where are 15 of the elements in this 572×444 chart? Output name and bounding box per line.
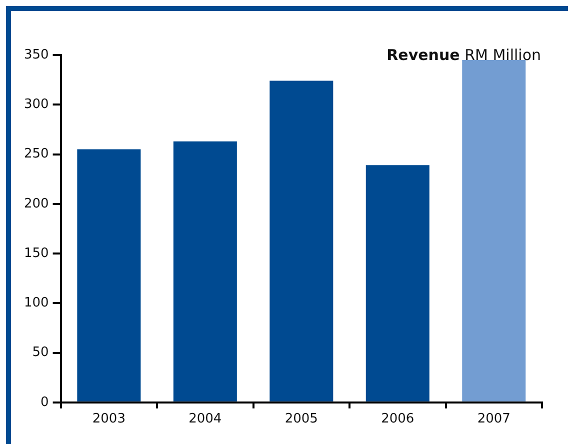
x-tick-label: 2003 <box>92 412 126 427</box>
x-tick-label: 2004 <box>188 412 222 427</box>
y-tick-label: 150 <box>24 246 49 261</box>
x-tick-label: 2005 <box>284 412 318 427</box>
chart-title: Revenue <box>386 46 460 64</box>
y-tick-label: 300 <box>24 97 49 112</box>
y-tick-label: 0 <box>40 394 49 410</box>
y-tick-label: 50 <box>32 345 49 360</box>
y-tick-label: 200 <box>24 196 49 212</box>
x-tick-label: 2007 <box>477 412 510 427</box>
chart-subtitle: RM Million <box>460 46 542 64</box>
x-tick-label: 2006 <box>381 412 414 427</box>
y-tick-label: 250 <box>24 146 49 162</box>
y-tick-label: 350 <box>24 47 49 62</box>
y-tick-label: 100 <box>24 296 49 311</box>
